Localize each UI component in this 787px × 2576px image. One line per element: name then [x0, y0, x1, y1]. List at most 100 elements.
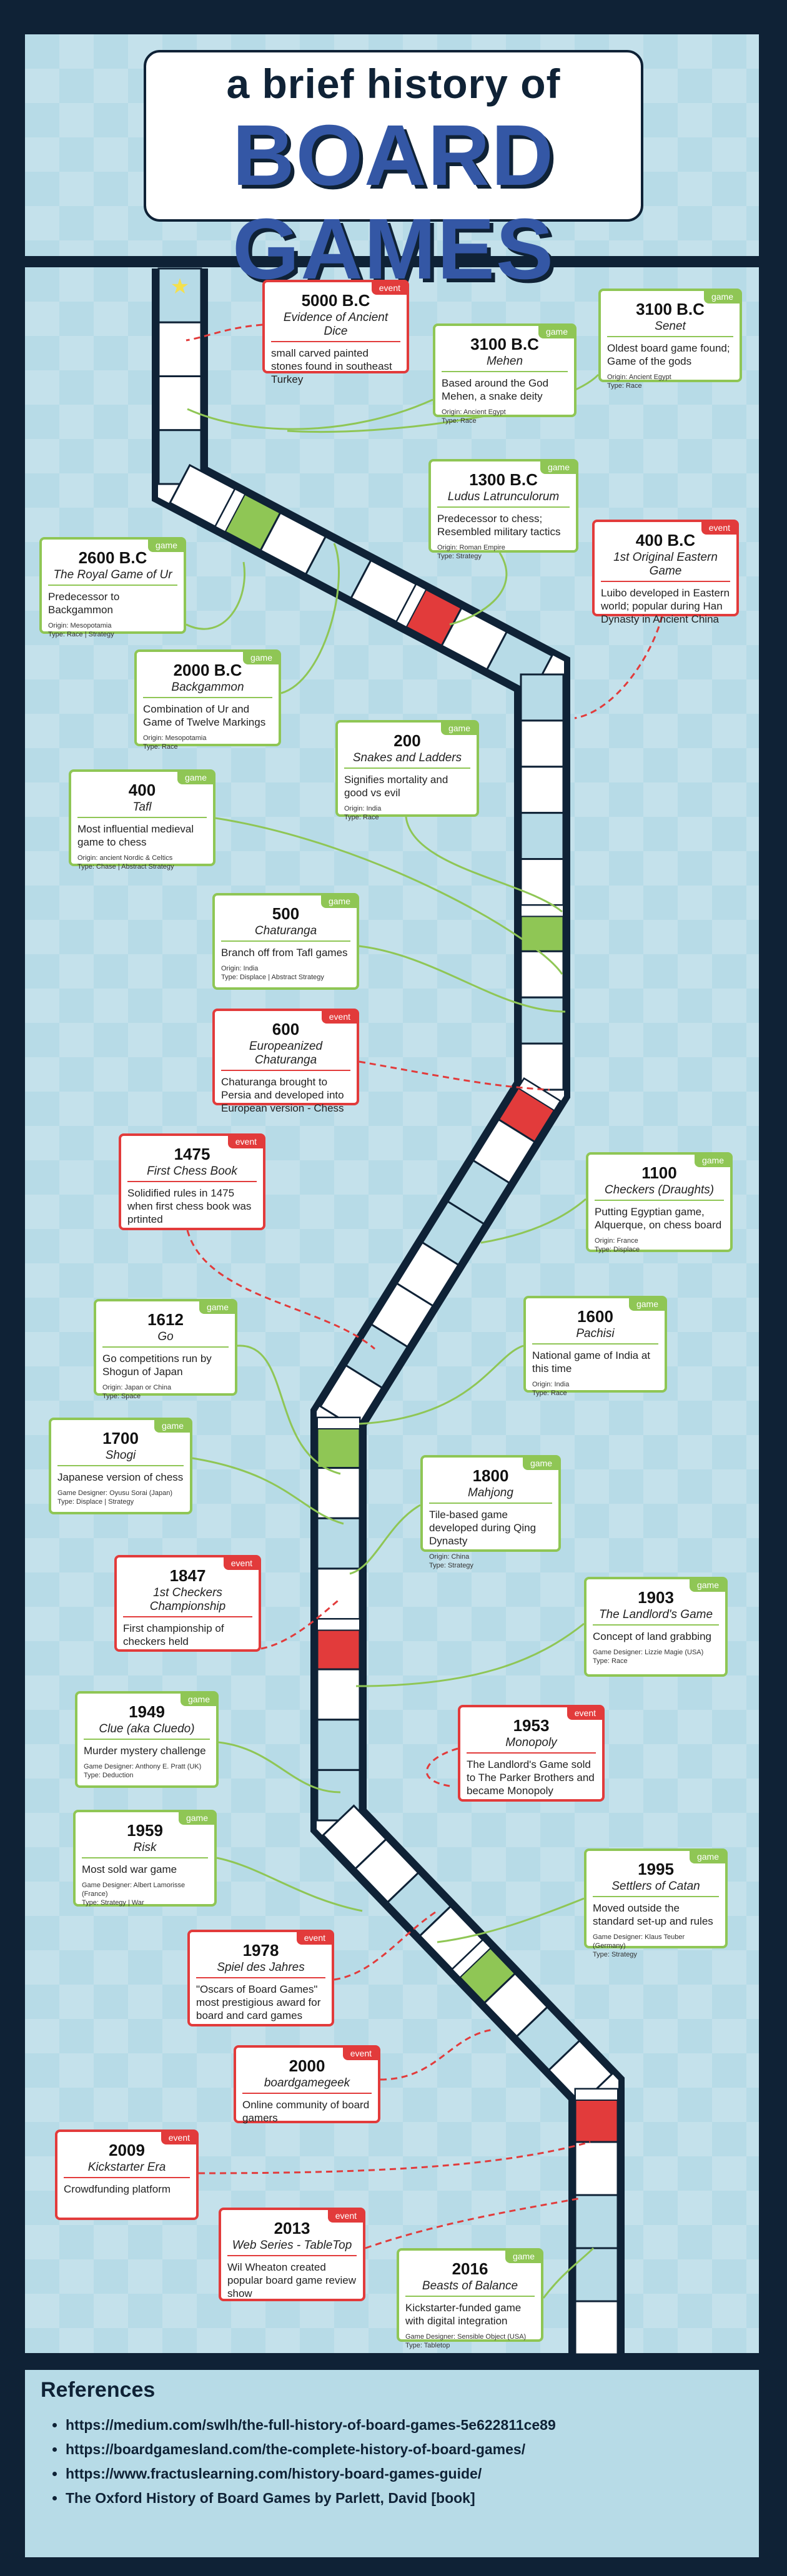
reference-item[interactable]: https://www.fractuslearning.com/history-…: [66, 2465, 556, 2482]
card-name: Snakes and Ladders: [344, 751, 470, 769]
board-square: [520, 858, 565, 906]
card-description: Wil Wheaton created popular board game r…: [227, 2261, 357, 2299]
event-card: event 2009 Kickstarter Era Crowdfunding pla…: [55, 2129, 199, 2220]
game-card: game 2600 B.C The Royal Game of Ur Predeces…: [39, 537, 186, 638]
card-meta: Origin: Ancient Egypt Type: Race: [442, 408, 568, 425]
connector-line: [365, 2197, 582, 2249]
card-year: 2000 B.C: [173, 661, 242, 679]
card-meta-line: Type: Race: [143, 743, 178, 751]
references-title: References: [41, 2378, 156, 2402]
card-description: Most influential medieval game to chess: [77, 823, 194, 848]
event-card: event 600 Europeanized Chaturanga Chaturang…: [212, 1009, 359, 1114]
game-card: game 1949 Clue (aka Cluedo) Murder mystery …: [75, 1691, 219, 1788]
connector-line: [198, 2141, 591, 2174]
game-card: game 500 Chaturanga Branch off from Tafl ga…: [212, 893, 359, 990]
board-square: [574, 2300, 619, 2356]
card-name: Risk: [82, 1841, 208, 1858]
card-meta-line: Origin: Mesopotamia: [143, 734, 207, 742]
board-square-stripe: [520, 904, 564, 917]
card-name: 1st Checkers Championship: [123, 1586, 252, 1617]
card-meta-line: Game Designer: Albert Lamorisse (France): [82, 1882, 186, 1898]
card-type-tag: game: [505, 2251, 541, 2263]
card-description: Japanese version of chess: [57, 1471, 184, 1483]
card-type-tag: event: [701, 522, 736, 535]
reference-item[interactable]: https://boardgamesland.com/the-complete-…: [66, 2441, 556, 2458]
connector-line: [359, 945, 566, 1013]
card-year: 1600: [577, 1307, 613, 1326]
connector-line: [218, 1741, 341, 1794]
connector-line: [192, 1457, 344, 1525]
board-square: [574, 2194, 619, 2249]
card-year: 1847: [169, 1566, 206, 1585]
card-name: Checkers (Draughts): [595, 1183, 724, 1201]
title-line-1: a brief history of: [226, 61, 561, 107]
card-year: 2009: [109, 2141, 145, 2159]
card-year: 1949: [129, 1702, 165, 1721]
card-name: Monopoly: [467, 1736, 596, 1754]
card-meta-line: Origin: India: [532, 1381, 570, 1388]
event-card: event 1847 1st Checkers Championship First …: [114, 1555, 261, 1652]
card-name: Chaturanga: [221, 924, 350, 942]
card-description: Oldest board game found; Game of the god…: [607, 342, 730, 367]
reference-item[interactable]: The Oxford History of Board Games by Par…: [66, 2490, 556, 2507]
board-square: [520, 812, 565, 861]
reference-item[interactable]: https://medium.com/swlh/the-full-history…: [66, 2417, 556, 2434]
card-meta: Game Designer: Sensible Object (USA) Type…: [405, 2332, 535, 2350]
event-card: event 1475 First Chess Book Solidified rule…: [119, 1133, 265, 1230]
card-description: National game of India at this time: [532, 1350, 651, 1374]
card-description: Go competitions run by Shogun of Japan: [102, 1353, 212, 1378]
card-year: 1300 B.C: [469, 470, 538, 489]
card-year: 2016: [452, 2259, 488, 2278]
card-meta-line: Type: Race: [442, 417, 477, 425]
card-meta-line: Type: Race: [344, 814, 379, 821]
card-meta-line: Type: Displace | Abstract Strategy: [221, 974, 324, 981]
card-name: Pachisi: [532, 1327, 658, 1345]
card-year: 1978: [242, 1941, 279, 1960]
card-meta: Game Designer: Oyusu Sorai (Japan) Type: …: [57, 1489, 184, 1506]
card-type-tag: event: [327, 2210, 363, 2223]
board-square: [520, 766, 565, 814]
game-card: game 1300 B.C Ludus Latrunculorum Predecess…: [428, 459, 578, 560]
card-meta-line: Game Designer: Lizzie Magie (USA): [593, 1649, 704, 1656]
connector-line: [187, 398, 433, 430]
card-name: Senet: [607, 320, 733, 337]
event-card: event 1978 Spiel des Jahres "Oscars of Boar…: [187, 1930, 334, 2026]
card-name: Web Series - TableTop: [227, 2239, 357, 2256]
card-year: 500: [272, 904, 300, 923]
card-description: Crowdfunding platform: [64, 2183, 171, 2195]
game-card: game 1959 Risk Most sold war game Game Desig…: [73, 1810, 217, 1907]
game-card: game 1700 Shogi Japanese version of chess Ga…: [49, 1418, 192, 1514]
board-square-stripe: [317, 1618, 360, 1631]
event-card: event 400 B.C 1st Original Eastern Game Lui…: [592, 520, 739, 625]
card-meta-line: Game Designer: Klaus Teuber (Germany): [593, 1933, 685, 1950]
game-card: game 2016 Beasts of Balance Kickstarter-fun…: [397, 2248, 543, 2349]
card-description: Predecessor to chess; Resembled military…: [437, 513, 561, 538]
card-meta-line: Origin: India: [344, 805, 382, 812]
card-type-tag: game: [540, 461, 576, 474]
game-card: game 200 Snakes and Ladders Signifies morta…: [335, 720, 479, 821]
card-year: 1800: [472, 1466, 509, 1485]
connector-line: [260, 1597, 341, 1650]
card-description: Chaturanga brought to Persia and develop…: [221, 1076, 344, 1114]
card-meta: Origin: Mesopotamia Type: Race: [143, 734, 272, 751]
board-square: [520, 950, 565, 999]
event-card: event 2013 Web Series - TableTop Wil Wheato…: [219, 2208, 365, 2301]
game-card: game 3100 B.C Senet Oldest board game found…: [598, 289, 742, 390]
card-description: The Landlord's Game sold to The Parker B…: [467, 1759, 595, 1797]
card-meta-line: Game Designer: Sensible Object (USA): [405, 2333, 527, 2341]
connector-line: [186, 561, 245, 630]
card-name: Clue (aka Cluedo): [84, 1722, 210, 1740]
card-name: Spiel des Jahres: [196, 1961, 325, 1978]
card-type-tag: event: [567, 1707, 602, 1720]
board-square: [520, 996, 565, 1045]
board-square: [316, 1517, 361, 1570]
card-description: Online community of board gamers: [242, 2099, 370, 2124]
card-type-tag: game: [177, 772, 213, 784]
card-name: 1st Original Eastern Game: [601, 551, 730, 582]
card-year: 400 B.C: [635, 531, 696, 550]
board-square: [316, 1719, 361, 1771]
card-meta: Origin: Ancient Egypt Type: Race: [607, 373, 733, 390]
card-meta: Game Designer: Lizzie Magie (USA) Type: R…: [593, 1648, 719, 1666]
board-square-stripe: [575, 2088, 618, 2101]
game-card: game 3100 B.C Mehen Based around the God Me…: [433, 323, 577, 425]
